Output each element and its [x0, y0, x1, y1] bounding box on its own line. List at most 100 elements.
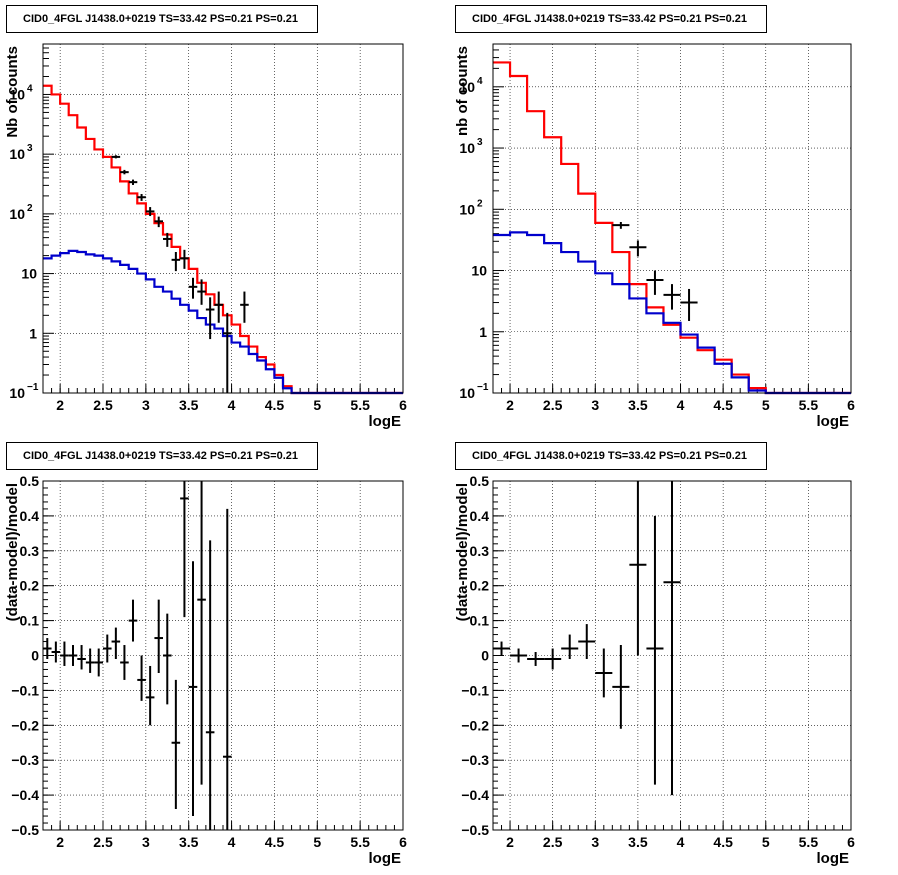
y-tick-label: −0.4: [11, 787, 39, 803]
residuals-plot-right: 2 2.5 3 3.5 4 4.5 5 5.5 6 −0.5 −0.4 −0.3 −0.2 −0.1 0 0.…: [454, 473, 855, 867]
data-point: [145, 665, 155, 726]
y-tick-exponent: 4: [27, 83, 33, 94]
data-point: [171, 679, 181, 810]
grid: [42, 480, 404, 831]
chart-title: CID0_4FGL J1438.0+0219 TS=33.42 PS=0.21 …: [455, 5, 767, 33]
y-tick-label: 10: [459, 201, 475, 217]
data-point: [197, 279, 206, 305]
data-point: [128, 179, 138, 185]
y-tick-label: 1: [29, 325, 37, 341]
x-tick-label: 3: [591, 834, 599, 850]
y-axis-label: Nb of counts: [4, 46, 21, 138]
data-point: [180, 481, 189, 618]
data-point: [544, 648, 562, 670]
data-point: [128, 599, 138, 642]
x-axis-label: logE: [817, 413, 850, 430]
chart-title: CID0_4FGL J1438.0+0219 TS=33.42 PS=0.21 …: [6, 5, 318, 33]
data-point: [646, 270, 664, 295]
y-tick-exponent: 2: [27, 203, 33, 214]
residuals-plot-left: 2 2.5 3 3.5 4 4.5 5 5.5 6 −0.5 −0.4 −0.3 −0.2 −0.1 0 0.…: [4, 473, 407, 867]
x-tick-label: 4: [228, 397, 236, 413]
grid: [492, 44, 852, 394]
x-tick-label: 4: [677, 834, 685, 850]
x-tick-label: 2.5: [93, 834, 113, 850]
y-tick-label: 0.2: [20, 578, 40, 594]
data-point: [680, 288, 698, 321]
y-tick-exponent: 2: [477, 198, 483, 209]
x-tick-label: 2.5: [543, 834, 563, 850]
plot-frame: [492, 43, 852, 394]
x-tick-label: 4.5: [713, 397, 733, 413]
y-tick-exponent: 3: [477, 137, 483, 148]
y-tick-label: −0.2: [11, 717, 39, 733]
data-point: [578, 624, 596, 659]
data-point: [120, 645, 129, 680]
y-tick-label: 10: [21, 266, 37, 282]
residuals-panel-right: CID0_4FGL J1438.0+0219 TS=33.42 PS=0.21 …: [449, 437, 898, 874]
x-tick-label: 5: [313, 834, 321, 850]
data-point: [111, 155, 121, 159]
data-point: [612, 645, 630, 729]
y-tick-exponent: 3: [27, 143, 33, 154]
x-tick-label: 5.5: [799, 834, 819, 850]
x-tick-label: 3.5: [179, 834, 199, 850]
data-point: [43, 638, 52, 659]
data-point: [60, 641, 69, 666]
y-tick-label: −0.2: [461, 717, 489, 733]
residuals-panel-left: CID0_4FGL J1438.0+0219 TS=33.42 PS=0.21 …: [0, 437, 449, 874]
x-tick-label: 2: [56, 397, 64, 413]
data-point: [240, 291, 249, 323]
data-point: [163, 613, 172, 705]
x-tick-label: 5.5: [350, 834, 370, 850]
x-tick-label: 4.5: [265, 834, 285, 850]
x-tick-label: 6: [399, 834, 407, 850]
series-model_bkg: [493, 231, 851, 395]
y-tick-label: −0.5: [11, 822, 39, 838]
data-point: [205, 540, 215, 830]
y-tick-label: 0.4: [470, 508, 490, 524]
y-tick-label: 0: [481, 648, 489, 664]
x-tick-label: 6: [399, 397, 407, 413]
data-point: [94, 648, 103, 677]
x-tick-label: 2.5: [543, 397, 563, 413]
x-axis-label: logE: [369, 850, 402, 867]
y-tick-label: −0.3: [461, 752, 489, 768]
data-point: [120, 169, 129, 175]
x-axis-label: logE: [817, 850, 850, 867]
y-tick-label: −0.5: [461, 822, 489, 838]
y-tick-label: 10: [9, 146, 25, 162]
data-point: [223, 312, 232, 393]
data-point: [663, 481, 681, 796]
data-point: [180, 249, 189, 269]
x-tick-label: 5: [313, 397, 321, 413]
data-point: [188, 277, 198, 299]
x-tick-label: 2: [506, 834, 514, 850]
data-point: [154, 599, 163, 673]
data-point: [111, 627, 121, 659]
series-model_bkg: [43, 249, 403, 395]
data-point: [214, 291, 223, 323]
y-tick-label: 0.2: [470, 578, 490, 594]
y-tick-label: 0: [31, 648, 39, 664]
data-point: [646, 515, 664, 785]
y-axis-label: nb of counts: [454, 46, 471, 136]
y-axis-label: (data-model)/model: [4, 483, 21, 621]
plot-frame: [42, 43, 404, 394]
data-point: [163, 232, 172, 247]
y-tick-label: 10: [459, 140, 475, 156]
data-point: [561, 634, 579, 659]
data-point: [154, 216, 163, 228]
data-point: [51, 641, 61, 663]
x-tick-label: 3: [591, 397, 599, 413]
x-axis-label: logE: [369, 413, 402, 430]
x-tick-label: 4: [677, 397, 685, 413]
y-tick-label: −0.4: [461, 787, 489, 803]
x-tick-label: 2: [56, 834, 64, 850]
y-tick-exponent: −1: [477, 382, 489, 393]
grid: [42, 44, 404, 394]
x-tick-label: 3.5: [628, 834, 648, 850]
data-point: [493, 641, 511, 656]
